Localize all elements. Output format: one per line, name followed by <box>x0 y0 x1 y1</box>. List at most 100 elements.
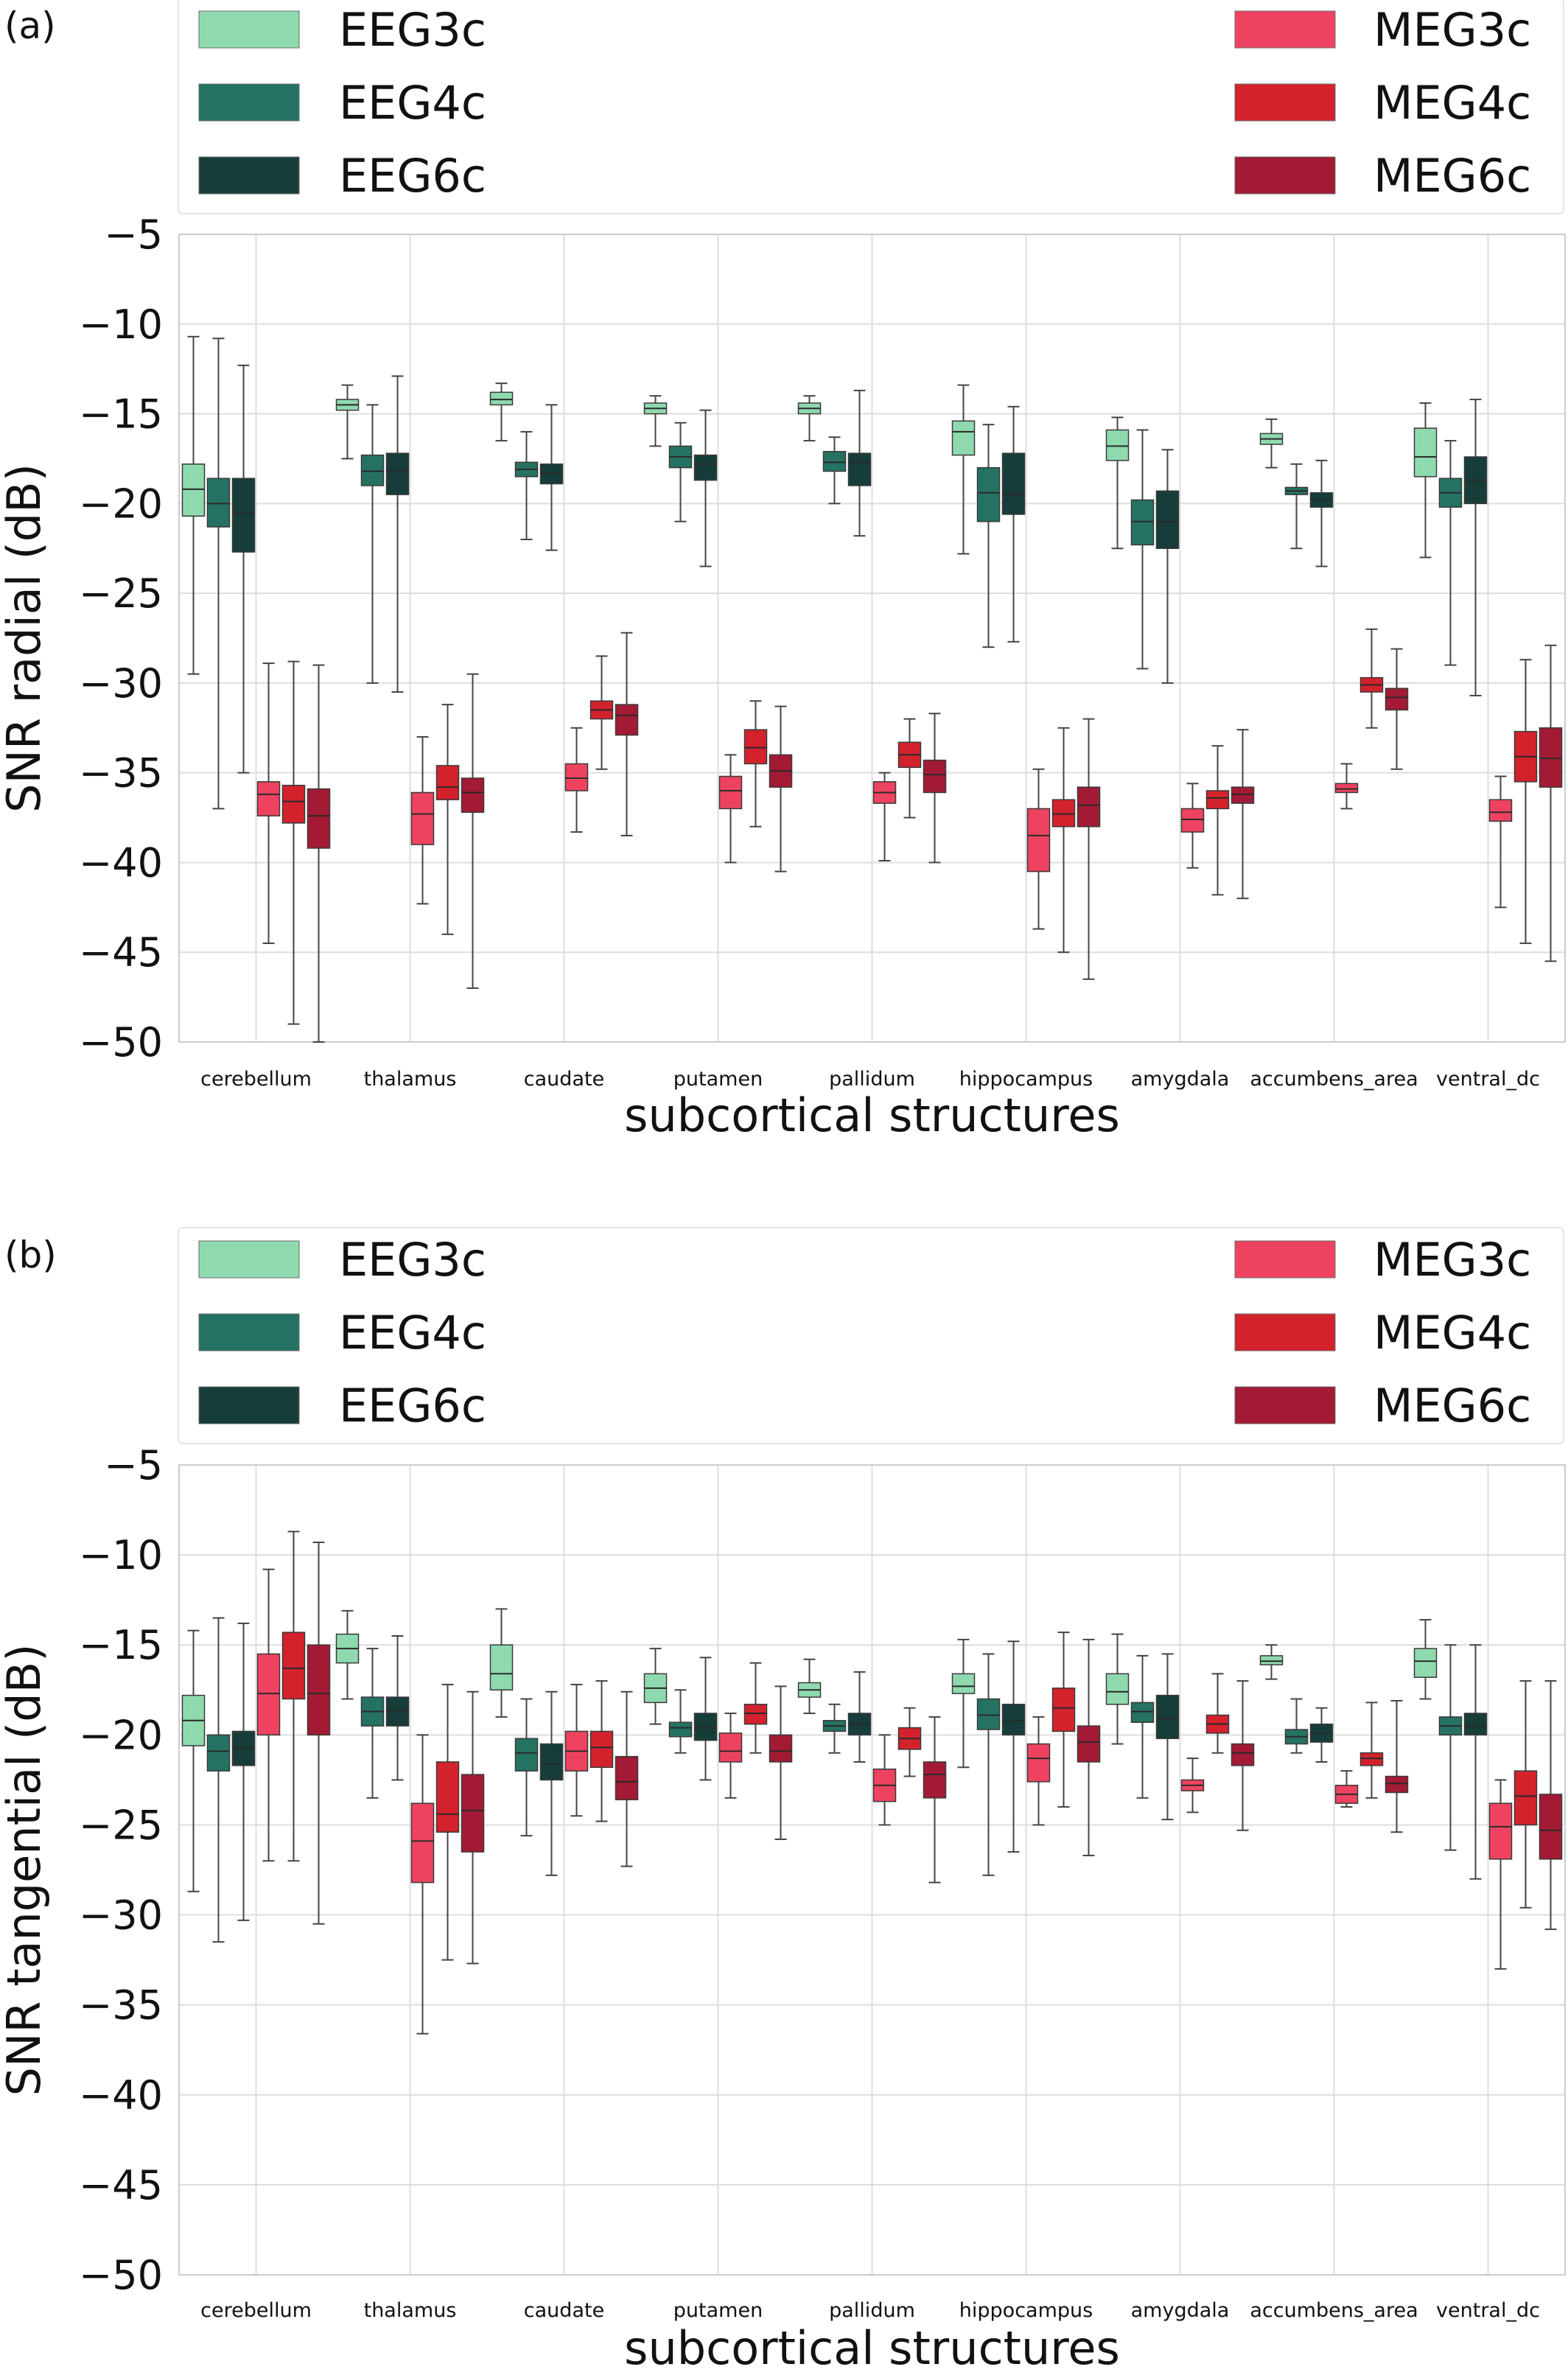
x-tick-label-putamen: putamen <box>673 2299 763 2322</box>
box-eeg3c-thalamus <box>335 384 360 460</box>
box-meg4c-pallidum <box>897 718 922 819</box>
box-meg4c-hippocampus <box>1051 727 1076 954</box>
box-body <box>1413 1648 1438 1678</box>
y-tick-label: −20 <box>79 1712 163 1758</box>
box-meg3c-accumbens-area <box>1334 1770 1359 1808</box>
y-tick-label: −40 <box>79 2072 163 2119</box>
series-meg3c <box>256 662 1513 945</box>
box-body <box>1180 808 1205 833</box>
box-body <box>410 791 435 845</box>
box-body <box>206 478 231 528</box>
legend-swatch-eeg6c <box>198 156 300 195</box>
box-meg4c-ventral-dc <box>1513 1680 1538 1909</box>
box-body <box>281 1632 306 1700</box>
box-meg4c-caudate <box>589 1680 614 1822</box>
box-meg3c-caudate <box>564 1683 589 1817</box>
box-meg4c-thalamus <box>435 704 460 935</box>
box-body <box>461 1774 485 1853</box>
y-tick-label: −25 <box>79 1802 163 1848</box>
box-meg3c-cerebellum <box>256 662 281 945</box>
x-tick-label-thalamus: thalamus <box>364 2299 457 2322</box>
legend-entry-eeg6c: EEG6c <box>339 149 486 203</box>
legend-entry-eeg6c: EEG6c <box>339 1379 486 1433</box>
legend-frame <box>178 0 1564 214</box>
x-tick-label-cerebellum: cerebellum <box>200 1068 312 1091</box>
panel-label: (a) <box>4 4 56 47</box>
legend-entry-meg6c: MEG6c <box>1373 149 1531 203</box>
box-meg4c-hippocampus <box>1051 1632 1076 1808</box>
box-eeg3c-hippocampus <box>951 384 976 555</box>
x-tick-label-ventral-dc: ventral_dc <box>1436 2299 1540 2322</box>
y-tick-label: −50 <box>79 2252 163 2298</box>
box-eeg6c-pallidum <box>847 1671 872 1763</box>
box-body <box>693 454 718 481</box>
box-body <box>822 450 847 472</box>
box-body <box>1155 490 1180 549</box>
x-tick-label-cerebellum: cerebellum <box>200 2299 312 2322</box>
legend-entry-eeg4c: EEG4c <box>339 76 486 130</box>
box-body <box>181 464 206 517</box>
box-body <box>718 775 743 810</box>
box-meg3c-hippocampus <box>1026 768 1051 930</box>
box-body <box>435 765 460 800</box>
box-meg3c-pallidum <box>872 772 897 862</box>
x-axis-label: subcortical structures <box>624 1088 1120 1142</box>
box-body <box>489 391 514 406</box>
box-eeg6c-amygdala <box>1155 449 1180 684</box>
box-body <box>1359 1752 1384 1766</box>
box-body <box>1105 1673 1130 1705</box>
box-eeg4c-ventral-dc <box>1438 440 1463 666</box>
y-tick-label: −5 <box>104 1442 163 1489</box>
y-tick-label: −35 <box>79 1982 163 2029</box>
box-meg6c-pallidum <box>923 713 947 864</box>
box-eeg6c-caudate <box>539 404 564 551</box>
box-meg3c-putamen <box>718 1713 743 1799</box>
box-eeg3c-amygdala <box>1105 1633 1130 1745</box>
legend-swatch-meg6c <box>1234 156 1336 195</box>
y-tick-label: −30 <box>79 1892 163 1939</box>
box-body <box>1231 1743 1255 1766</box>
y-tick-label: −30 <box>79 660 163 707</box>
legend-swatch-meg4c <box>1234 83 1336 122</box>
box-meg3c-caudate <box>564 727 589 833</box>
legend-entry-eeg3c: EEG3c <box>339 3 486 57</box>
box-eeg3c-putamen <box>643 395 668 447</box>
series-meg4c <box>281 1531 1538 1961</box>
y-tick-label: −35 <box>79 750 163 797</box>
box-meg4c-ventral-dc <box>1513 659 1538 945</box>
box-meg4c-putamen <box>743 1662 768 1754</box>
box-eeg6c-hippocampus <box>1001 1640 1026 1853</box>
box-eeg3c-cerebellum <box>181 1629 206 1892</box>
legend-entry-meg4c: MEG4c <box>1373 1306 1531 1360</box>
box-eeg4c-hippocampus <box>976 424 1001 648</box>
box-eeg3c-accumbens-area <box>1259 418 1284 469</box>
box-body <box>410 1802 435 1884</box>
box-body <box>564 763 589 791</box>
box-body <box>1001 1704 1026 1736</box>
y-axis-label: SNR tangential (dB) <box>0 1644 51 2097</box>
box-eeg4c-putamen <box>668 422 693 522</box>
legend-swatch-eeg4c <box>198 1313 300 1351</box>
x-tick-label-amygdala: amygdala <box>1131 2299 1230 2322</box>
box-body <box>435 1761 460 1833</box>
legend-swatch-meg6c <box>1234 1386 1336 1424</box>
box-eeg4c-hippocampus <box>976 1653 1001 1876</box>
box-meg6c-ventral-dc <box>1539 644 1563 962</box>
legend-entry-meg3c: MEG3c <box>1373 1233 1531 1287</box>
y-tick-label: −40 <box>79 839 163 886</box>
x-tick-label-pallidum: pallidum <box>829 1068 915 1091</box>
box-eeg3c-ventral-dc <box>1413 402 1438 559</box>
box-meg3c-thalamus <box>410 1734 435 2035</box>
box-eeg6c-thalamus <box>385 1635 410 1781</box>
box-body <box>1155 1694 1180 1739</box>
box-eeg4c-thalamus <box>360 1648 385 1799</box>
box-eeg6c-amygdala <box>1155 1653 1180 1821</box>
box-body <box>231 1730 256 1766</box>
y-tick-label: −10 <box>79 301 163 348</box>
box-eeg4c-ventral-dc <box>1438 1644 1463 1851</box>
box-meg4c-accumbens-area <box>1359 1702 1384 1799</box>
box-body <box>1130 1702 1155 1723</box>
y-tick-label: −5 <box>104 211 163 258</box>
y-tick-label: −20 <box>79 480 163 527</box>
